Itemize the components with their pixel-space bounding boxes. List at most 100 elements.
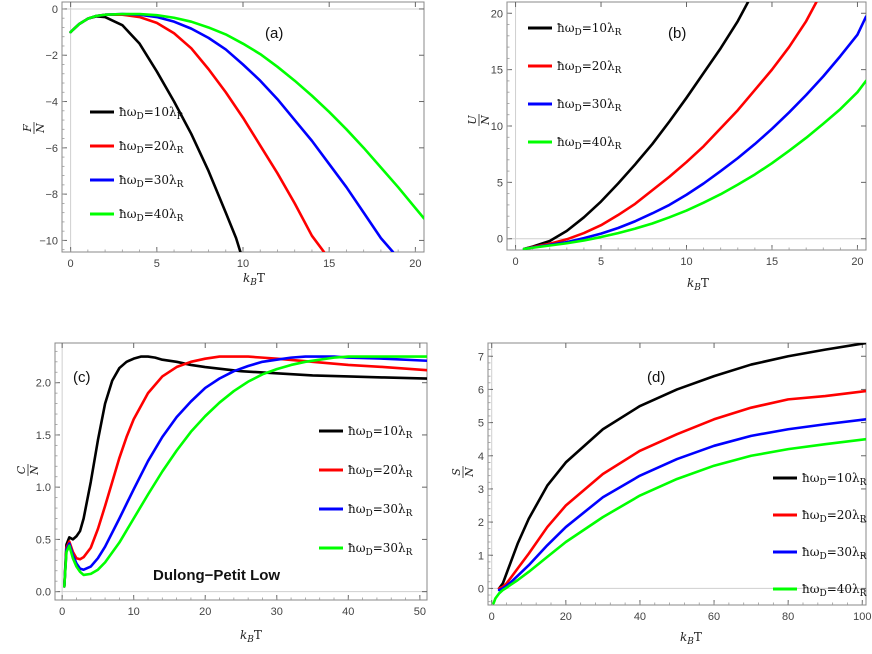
legend-mid: =10λ [373,424,406,438]
x-label-tail: T [701,276,709,290]
legend-sub: R [615,28,622,38]
y-label-num: C [15,465,28,474]
panel-d: 0 20 40 60 80 10001234567ħωD=10λRħωD=20λRħωD=… [450,342,871,647]
panel-label: (a) [265,25,283,42]
x-tick-label: 0 [68,258,74,270]
series-line-1 [522,2,750,250]
x-label-sub: B [249,278,257,288]
series-line-2 [497,389,866,590]
x-tick-label: 15 [766,256,778,268]
legend-mid: =40λ [582,135,615,149]
series-line-4 [63,355,427,588]
legend-sub: R [177,214,184,224]
x-axis-label: kBT [680,630,702,647]
y-tick-label: 15 [491,65,503,77]
legend-sub: R [860,552,867,562]
legend-mid: =10λ [144,105,177,119]
legend-sub: D [820,515,827,525]
x-tick-label: 50 [414,606,426,618]
y-label-num: F [21,124,34,133]
legend-entry-3: ħωD=30λR [119,173,184,190]
x-label-tail: T [694,630,702,644]
legend-mid: =30λ [144,173,177,187]
annotation: Dulong−Petit Low [153,567,280,584]
legend-main: ħω [348,424,366,438]
y-tick-label: −2 [45,50,58,62]
plot-frame [487,342,867,606]
legend-main: ħω [119,173,137,187]
x-tick-label: 40 [342,606,354,618]
panel-a: 0 5 10 15 200−2−4−6−8−10ħωD=10λRħωD=20λRħωD=… [21,1,425,288]
x-tick-label: 5 [154,258,160,270]
legend-sub: R [860,515,867,525]
legend-sub: D [366,548,373,558]
legend-sub: D [575,104,582,114]
y-label-den: N [463,467,476,478]
panel-label: (c) [73,369,91,386]
x-tick-label: 30 [271,606,283,618]
legend-sub: R [406,431,413,441]
legend-main: ħω [119,207,137,221]
legend-sub: D [366,509,373,519]
x-axis-label: kBT [240,628,262,645]
series-line-2 [522,2,818,250]
legend-entry-3: ħωD=30λR [348,502,413,519]
legend-mid: =30λ [582,97,615,111]
legend-sub: R [860,589,867,599]
legend-main: ħω [557,135,575,149]
legend-main: ħω [348,502,366,516]
x-tick-label: 15 [323,258,335,270]
legend-entry-1: ħωD=10λR [802,471,867,488]
y-label-den: N [479,115,492,126]
series-line-3 [63,355,427,588]
x-tick-label: 0 [489,611,495,623]
series-group [69,12,424,252]
legend-entry-4: ħωD=40λR [119,207,184,224]
x-tick-label: 10 [237,258,249,270]
panel-label: (b) [668,25,686,42]
x-tick-label: 5 [598,256,604,268]
legend-mid: =30λ [373,502,406,516]
y-tick-label: 0 [497,234,503,246]
series-group [492,343,866,605]
y-tick-label: 1.0 [36,482,51,494]
x-tick-label: 20 [199,606,211,618]
legend-entry-3: ħωD=30λR [802,545,867,562]
y-label-den: N [28,465,41,476]
y-tick-label: 6 [478,384,484,396]
legend-main: ħω [557,21,575,35]
legend-sub: D [137,214,144,224]
legend-mid: =30λ [827,545,860,559]
legend-mid: =10λ [582,21,615,35]
legend-main: ħω [802,471,820,485]
x-tick-label: 0 [512,256,518,268]
series-line-4 [492,437,866,605]
x-label-main: k [687,276,694,290]
plot-frame [61,1,425,253]
legend-sub: R [406,548,413,558]
legend-sub: D [137,180,144,190]
series-group [63,355,427,588]
x-label-sub: B [693,283,701,293]
legend-entry-2: ħωD=20λR [557,59,622,76]
x-label-sub: B [686,637,694,647]
plot-frame [506,1,867,251]
x-label-main: k [240,628,247,642]
legend-entry-2: ħωD=20λR [119,139,184,156]
y-tick-label: 0 [478,583,484,595]
y-tick-label: −10 [39,235,58,247]
legend-main: ħω [119,105,137,119]
x-label-sub: B [246,635,254,645]
legend-mid: =40λ [827,582,860,596]
legend-sub: D [820,589,827,599]
legend-entry-4: ħωD=30λR [348,541,413,558]
series-group [522,2,866,250]
legend-sub: D [820,478,827,488]
legend-sub: R [177,180,184,190]
x-tick-label: 10 [128,606,140,618]
x-tick-label: 10 [680,256,692,268]
